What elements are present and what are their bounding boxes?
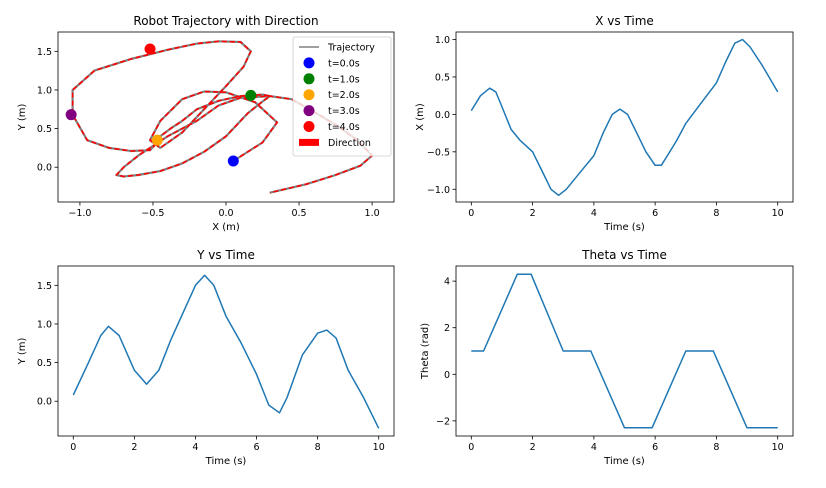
yt-ylabel: Y (m) xyxy=(17,337,28,365)
legend-marker-swatch xyxy=(303,89,315,101)
traj-ytick-label: 0.0 xyxy=(37,163,52,174)
tt-xtick-label: 2 xyxy=(530,442,536,453)
legend-marker-swatch xyxy=(303,121,315,132)
traj-ytick-label: 1.0 xyxy=(37,85,52,96)
tt-xtick-label: 8 xyxy=(713,442,719,453)
tt-ylabel: Theta (rad) xyxy=(420,323,431,380)
tt-ytick-label: 0 xyxy=(444,370,450,381)
xt-xlabel: Time (s) xyxy=(603,222,645,233)
tt-title: Theta vs Time xyxy=(581,248,667,262)
traj-plot-area xyxy=(65,40,374,194)
yt-ytick-label: 1.5 xyxy=(37,281,52,292)
direction-arrows xyxy=(71,40,373,194)
xt-ytick-label: −0.5 xyxy=(427,147,450,158)
marker-t-3-0s xyxy=(65,109,77,121)
marker-t-0-0s xyxy=(227,155,239,167)
tt-plot-area xyxy=(471,273,778,429)
traj-xtick-label: 0.5 xyxy=(291,208,306,219)
tt-xtick-label: 4 xyxy=(591,442,597,453)
tt-xtick-label: 10 xyxy=(772,442,784,453)
traj-ylabel: Y (m) xyxy=(17,103,28,131)
xt-ytick-label: −1.0 xyxy=(427,185,450,196)
yt-ytick-label: 0.5 xyxy=(37,358,52,369)
trajectory-panel: Robot Trajectory with Direction −1.0 −0.5 0… xyxy=(17,14,395,233)
yt-title: Y vs Time xyxy=(196,248,255,262)
traj-xtick-label: −0.5 xyxy=(141,208,164,219)
legend-label: t=3.0s xyxy=(328,106,360,117)
xt-title: X vs Time xyxy=(595,14,654,28)
xt-ytick-label: 0.0 xyxy=(435,110,450,121)
xt-ylabel: X (m) xyxy=(415,103,426,131)
tt-xtick-label: 0 xyxy=(468,442,474,453)
yt-ytick-label: 1.0 xyxy=(37,319,52,330)
traj-ytick-label: 0.5 xyxy=(37,124,52,135)
marker-t-4-0s xyxy=(144,43,156,55)
legend-marker-swatch xyxy=(303,105,315,117)
legend-box xyxy=(292,36,392,157)
xt-xtick-label: 8 xyxy=(713,208,719,219)
tt-ytick-label: 4 xyxy=(444,277,450,288)
yt-xtick-label: 4 xyxy=(192,442,198,453)
xt-axes-frame xyxy=(455,31,794,203)
legend-direction-swatch xyxy=(299,138,319,146)
traj-title: Robot Trajectory with Direction xyxy=(133,14,318,28)
y-vs-time-panel: Y vs Time 0 2 4 6 8 10 0.0 0.5 1.0 1.5 Time (s) Y (m… xyxy=(17,248,395,467)
yt-axes-frame xyxy=(57,265,395,437)
xt-xtick-label: 6 xyxy=(652,208,658,219)
legend: Trajectory t=0.0s t=1.0s t=2.0s t=3.0s t=4.0s… xyxy=(292,36,392,157)
traj-ytick-label: 1.5 xyxy=(37,47,52,58)
xt-series-line xyxy=(470,38,779,197)
theta-vs-time-panel: Theta vs Time 0 2 4 6 8 10 −2 0 2 4 Time (s) Theta (… xyxy=(420,248,794,467)
xt-plot-area xyxy=(470,38,779,197)
tt-xlabel: Time (s) xyxy=(603,456,645,467)
yt-xtick-label: 2 xyxy=(131,442,137,453)
marker-t-2-0s xyxy=(151,134,163,146)
legend-label: t=0.0s xyxy=(328,58,360,69)
xt-xtick-label: 10 xyxy=(772,208,784,219)
yt-plot-area xyxy=(72,274,380,429)
yt-xtick-label: 10 xyxy=(373,442,385,453)
traj-xtick-label: 1.0 xyxy=(365,208,380,219)
yt-xtick-label: 0 xyxy=(70,442,76,453)
yt-xtick-label: 6 xyxy=(254,442,260,453)
x-vs-time-panel: X vs Time 0 2 4 6 8 10 −1.0 −0.5 0.0 0.5 1.0 Time (s… xyxy=(415,14,794,233)
xt-xtick-label: 2 xyxy=(530,208,536,219)
legend-label: t=1.0s xyxy=(328,74,360,85)
legend-label: Trajectory xyxy=(327,43,375,54)
tt-ytick-label: −2 xyxy=(436,416,450,427)
xt-xtick-label: 0 xyxy=(468,208,474,219)
yt-series-line xyxy=(72,274,380,429)
tt-series-line xyxy=(471,273,778,429)
traj-xtick-label: −1.0 xyxy=(68,208,91,219)
yt-xtick-label: 8 xyxy=(315,442,321,453)
tt-xtick-label: 6 xyxy=(652,442,658,453)
traj-xtick-label: 0.0 xyxy=(218,208,233,219)
legend-marker-swatch xyxy=(303,57,315,69)
legend-label: Direction xyxy=(328,138,371,149)
yt-ytick-label: 0.0 xyxy=(37,397,52,408)
legend-marker-swatch xyxy=(303,73,315,85)
xt-ytick-label: 0.5 xyxy=(435,72,450,83)
legend-label: t=2.0s xyxy=(328,90,360,101)
marker-t-1-0s xyxy=(245,89,257,101)
tt-ytick-label: 2 xyxy=(444,323,450,334)
xt-xtick-label: 4 xyxy=(591,208,597,219)
traj-xlabel: X (m) xyxy=(212,222,240,233)
tt-axes-frame xyxy=(455,265,794,437)
yt-xlabel: Time (s) xyxy=(205,456,247,467)
legend-label: t=4.0s xyxy=(328,122,360,133)
xt-ytick-label: 1.0 xyxy=(435,35,450,46)
